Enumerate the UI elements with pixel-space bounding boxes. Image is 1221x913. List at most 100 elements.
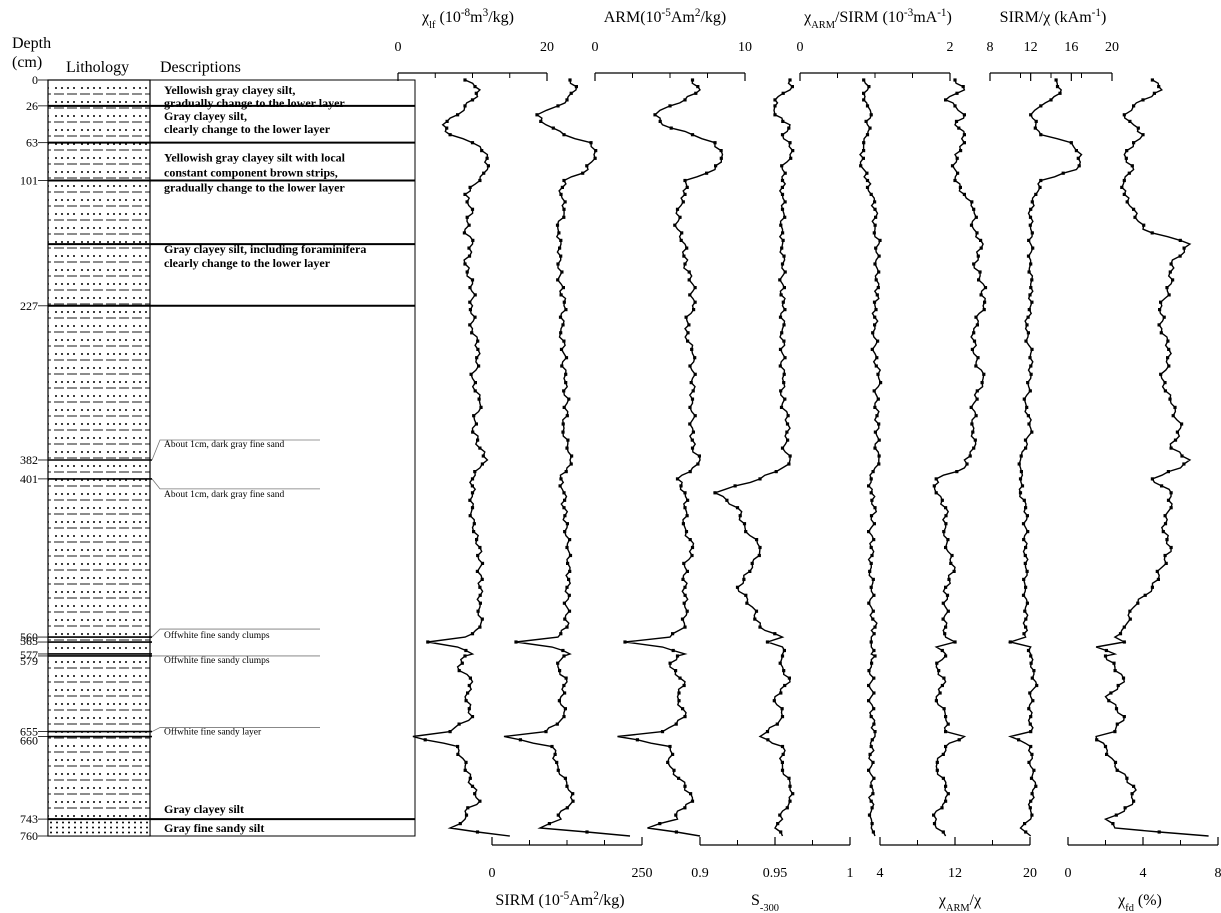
callout-bracket <box>151 439 320 461</box>
arm-point <box>689 792 693 796</box>
sirm_chi-point <box>1028 722 1032 726</box>
chiarm_chi-point <box>961 85 965 89</box>
sirm-point <box>562 207 566 211</box>
sirm_chi-point <box>1027 238 1031 242</box>
sirm-point <box>558 669 562 673</box>
arm-point <box>693 300 697 304</box>
chi_lf-point <box>476 609 480 613</box>
chiarm_sirm-point <box>872 676 876 680</box>
sirm_chi-point <box>1029 715 1033 719</box>
sirm-point <box>564 676 568 680</box>
sirm-point <box>565 806 569 810</box>
chiarm_sirm-point <box>878 238 882 242</box>
chiarm_sirm-point <box>871 331 875 335</box>
chi_lf-point <box>476 553 480 558</box>
chi_fd-point <box>1141 133 1145 137</box>
chi_fd-point <box>1113 669 1117 673</box>
chiarm_sirm-point <box>872 648 876 653</box>
arm-point <box>668 661 672 665</box>
arm-point <box>683 715 687 719</box>
sirm_chi-tick-label: 8 <box>987 40 994 55</box>
chi_fd-point <box>1175 430 1179 434</box>
arm-point <box>688 470 692 474</box>
arm-point <box>685 185 689 189</box>
chi_lf-point <box>478 593 482 597</box>
chiarm_chi-point <box>944 744 948 749</box>
chi_lf-point <box>480 561 485 565</box>
arm-point <box>685 514 689 518</box>
chiarm_chi-point <box>952 569 956 573</box>
sirm_chi-point <box>1023 553 1027 558</box>
arm-point <box>672 768 676 772</box>
sirm-point <box>593 156 597 160</box>
chi_fd-curve <box>1095 79 1209 837</box>
s300-point <box>780 164 784 168</box>
arm-point <box>681 707 685 711</box>
chi_fd-point <box>1120 185 1124 189</box>
sirm_chi-point <box>1029 661 1033 665</box>
arm-point <box>690 545 695 550</box>
arm-point <box>668 744 672 749</box>
sirm-tick-label: 250 <box>632 866 653 881</box>
chi_fd-point <box>1115 722 1119 726</box>
chi_fd-point <box>1159 300 1163 304</box>
sirm-point <box>559 331 563 335</box>
sirm-point <box>562 215 566 219</box>
sirm-point <box>550 744 554 749</box>
chiarm_chi-point <box>944 625 948 629</box>
sirm-point <box>564 470 568 474</box>
arm-point <box>683 491 687 495</box>
chiarm_chi-point <box>940 498 944 502</box>
chi_lf-tick-label: 20 <box>540 40 554 55</box>
chi_lf-point <box>478 446 482 450</box>
arm-point <box>697 454 701 458</box>
arm-point <box>677 776 681 780</box>
arm-point <box>675 207 680 211</box>
chi_fd-point <box>1142 223 1146 227</box>
chi_fd-point <box>1167 293 1171 297</box>
chiarm_sirm-point <box>869 514 874 518</box>
chiarm_chi-point <box>976 356 980 360</box>
sirm_chi-point <box>1024 446 1028 450</box>
chiarm_chi-point <box>965 462 969 466</box>
chi_fd-point <box>1136 126 1140 130</box>
sirm_chi-point <box>1069 141 1073 145</box>
s300-point <box>782 254 786 258</box>
chiarm_sirm-point <box>877 462 881 466</box>
sirm_chi-point <box>1024 506 1028 510</box>
chiarm_sirm-point <box>871 792 875 796</box>
chi_lf-point <box>470 278 475 282</box>
sirm_chi-point <box>1026 414 1030 418</box>
chi_fd-point <box>1163 514 1167 518</box>
chi_fd-point <box>1157 323 1161 327</box>
chiarm_chi-point <box>975 231 979 235</box>
sirm-point <box>557 699 561 703</box>
s300-point <box>782 648 786 653</box>
chiarm_chi-point <box>942 530 946 534</box>
chi_fd-point <box>1128 617 1132 621</box>
chiarm_chi-point <box>958 185 962 189</box>
arm-point <box>683 625 687 629</box>
chi_lf-point <box>477 397 481 401</box>
chi_lf-point <box>468 286 472 290</box>
chi_lf-curve <box>412 79 510 837</box>
chiarm_chi-curve <box>932 79 987 837</box>
sirm-point <box>566 438 570 442</box>
s300-point <box>779 405 784 409</box>
sirm-point <box>562 300 566 304</box>
arm-point <box>675 654 680 658</box>
arm-point <box>690 397 695 401</box>
chiarm_sirm-point <box>865 171 869 175</box>
s300-point <box>772 699 776 703</box>
sirm-point <box>581 171 585 175</box>
chi_fd-tick-label: 4 <box>1140 866 1147 881</box>
chi_lf-point <box>460 661 464 665</box>
arm-point <box>690 347 694 351</box>
chi_lf-point <box>470 98 475 102</box>
chiarm_chi-point <box>977 278 981 282</box>
depth-header: Depth <box>12 35 51 52</box>
sirm_chi-point <box>1022 397 1026 401</box>
arm-point <box>683 178 687 183</box>
chi_lf-point <box>463 768 467 772</box>
sirm_chi-point <box>1029 776 1034 780</box>
